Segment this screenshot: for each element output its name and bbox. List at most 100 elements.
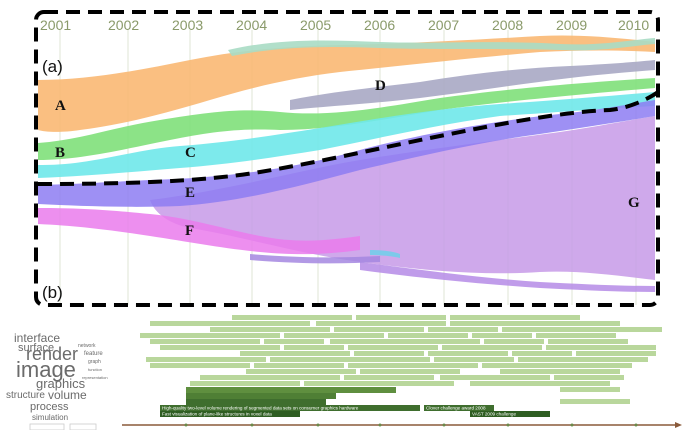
- doc-box[interactable]: [428, 351, 508, 356]
- doc-box[interactable]: [470, 381, 610, 386]
- doc-box[interactable]: [428, 327, 498, 332]
- doc-box[interactable]: [334, 327, 424, 332]
- doc-title-2: Fast visualization of plane-like structu…: [162, 412, 272, 417]
- doc-box[interactable]: [450, 321, 620, 326]
- doc-box[interactable]: [500, 369, 620, 374]
- doc-box-highlighted[interactable]: [424, 405, 494, 411]
- cloud-control-left[interactable]: [29, 423, 65, 430]
- doc-box-highlighted[interactable]: [186, 393, 336, 399]
- doc-box[interactable]: [284, 333, 384, 338]
- doc-box-highlighted[interactable]: [186, 399, 326, 405]
- axis-arrow-icon: [675, 422, 682, 428]
- axis-tick: [378, 423, 382, 427]
- doc-box-highlighted[interactable]: [160, 405, 420, 411]
- cloud-word-feature: feature: [84, 351, 103, 357]
- doc-box[interactable]: [270, 357, 430, 362]
- doc-box-highlighted[interactable]: [186, 387, 396, 393]
- doc-box[interactable]: [316, 321, 446, 326]
- flow-g-branch-1: [360, 262, 655, 292]
- document-timeline: High-quality two-level volume rendering …: [120, 310, 682, 428]
- doc-box[interactable]: [388, 333, 468, 338]
- doc-box[interactable]: [210, 327, 330, 332]
- doc-box[interactable]: [536, 333, 616, 338]
- doc-box[interactable]: [360, 369, 460, 374]
- cloud-word-simulation: simulation: [32, 413, 68, 422]
- doc-box[interactable]: [344, 375, 434, 380]
- doc-box[interactable]: [140, 333, 280, 338]
- doc-boxes: [140, 315, 662, 404]
- year-label-2006: 2006: [364, 17, 395, 33]
- doc-box[interactable]: [450, 315, 580, 320]
- doc-box[interactable]: [548, 339, 628, 344]
- flow-f: [38, 208, 360, 255]
- doc-box[interactable]: [576, 351, 656, 356]
- doc-box[interactable]: [502, 327, 662, 332]
- doc-box[interactable]: [160, 345, 280, 350]
- flow-c: [38, 92, 655, 178]
- cloud-word-process: process: [30, 401, 69, 413]
- cloud-word-structure: structure: [6, 390, 45, 401]
- year-label-2009: 2009: [556, 17, 587, 33]
- cloud-control-right[interactable]: [69, 423, 97, 430]
- doc-title-4: VAST 2009 challenge: [472, 412, 516, 417]
- doc-box-highlighted[interactable]: [470, 411, 550, 417]
- cloud-word-graph: graph: [88, 359, 101, 365]
- doc-box[interactable]: [546, 345, 656, 350]
- axis-tick: [442, 423, 446, 427]
- doc-box[interactable]: [246, 369, 356, 374]
- axis-tick: [250, 423, 254, 427]
- doc-box[interactable]: [472, 333, 532, 338]
- doc-box[interactable]: [240, 351, 350, 356]
- doc-box[interactable]: [150, 339, 260, 344]
- doc-box[interactable]: [150, 321, 310, 326]
- doc-box[interactable]: [330, 339, 480, 344]
- cloud-word-interface: interface: [14, 331, 60, 345]
- doc-box-highlighted[interactable]: [160, 411, 300, 417]
- doc-box[interactable]: [482, 363, 632, 368]
- doc-box[interactable]: [484, 339, 544, 344]
- doc-box[interactable]: [200, 375, 340, 380]
- flow-label-f: F: [185, 223, 194, 239]
- word-cloud: interface render image surface graphics …: [5, 312, 115, 430]
- cloud-word-graphics: graphics: [36, 376, 86, 391]
- doc-box[interactable]: [518, 357, 648, 362]
- doc-box[interactable]: [254, 363, 344, 368]
- cloud-word-network: network: [78, 343, 96, 349]
- doc-box[interactable]: [512, 351, 572, 356]
- doc-box[interactable]: [560, 387, 620, 392]
- upper-flows: [38, 35, 655, 178]
- doc-box[interactable]: [146, 357, 266, 362]
- year-label-2004: 2004: [236, 17, 267, 33]
- doc-box[interactable]: [354, 351, 424, 356]
- flow-d: [290, 60, 655, 110]
- doc-title-1: High-quality two-level volume rendering …: [162, 406, 359, 411]
- flow-small-cyan: [370, 250, 400, 258]
- flow-g-branch-2: [250, 254, 380, 264]
- doc-box[interactable]: [348, 363, 478, 368]
- doc-box[interactable]: [356, 315, 446, 320]
- year-label-2007: 2007: [428, 17, 459, 33]
- doc-box[interactable]: [554, 375, 624, 380]
- year-axis: 2001 2002 2003 2004 2005 2006 2007 2008 …: [40, 17, 649, 33]
- cloud-word-function: function: [88, 367, 102, 372]
- doc-title-3: Clover challenge award 2008: [426, 406, 486, 411]
- axis-tick: [506, 423, 510, 427]
- doc-box[interactable]: [434, 357, 514, 362]
- doc-box[interactable]: [284, 345, 344, 350]
- doc-box[interactable]: [440, 375, 550, 380]
- doc-box[interactable]: [442, 345, 542, 350]
- doc-box[interactable]: [232, 315, 352, 320]
- axis-tick: [184, 423, 188, 427]
- time-axis: [122, 422, 682, 428]
- flow-label-c: C: [185, 145, 196, 161]
- doc-box[interactable]: [348, 345, 438, 350]
- axis-tick: [316, 423, 320, 427]
- doc-box[interactable]: [150, 363, 250, 368]
- doc-box[interactable]: [264, 339, 324, 344]
- flow-a: [38, 35, 655, 132]
- flow-top-ribbon: [228, 38, 655, 56]
- doc-box[interactable]: [190, 381, 300, 386]
- doc-box[interactable]: [560, 399, 630, 404]
- doc-box[interactable]: [304, 381, 454, 386]
- year-label-2005: 2005: [300, 17, 331, 33]
